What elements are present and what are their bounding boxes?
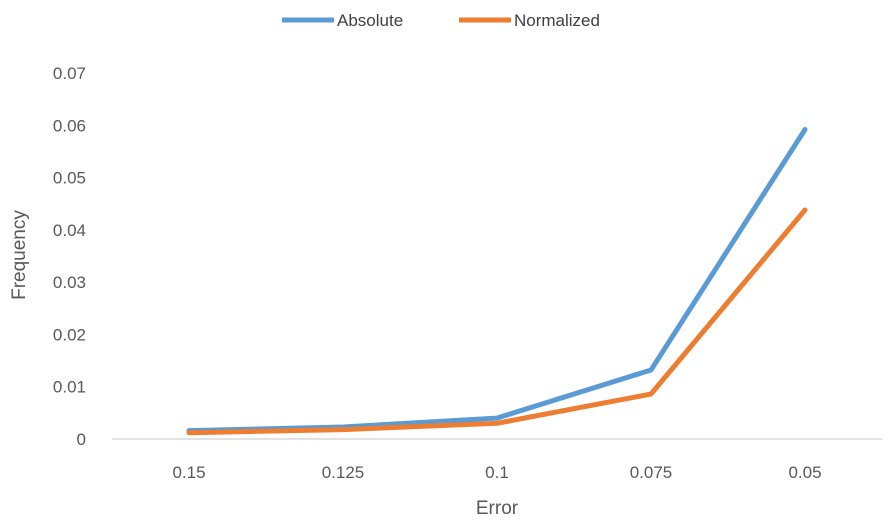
legend-label-absolute: Absolute	[337, 11, 403, 30]
legend: Absolute Normalized	[282, 11, 600, 30]
series-line-normalized	[186, 207, 808, 436]
y-tick-label: 0.01	[53, 378, 86, 397]
y-tick-label: 0.03	[53, 273, 86, 292]
x-tick-label: 0.05	[788, 463, 821, 482]
series-line-absolute	[186, 126, 808, 434]
x-axis-ticks: 0.15 0.125 0.1 0.075 0.05	[172, 463, 821, 482]
legend-label-normalized: Normalized	[514, 11, 600, 30]
series-lines	[186, 126, 808, 436]
x-tick-label: 0.15	[172, 463, 205, 482]
x-tick-label: 0.1	[485, 463, 509, 482]
y-axis-title: Frequency	[9, 210, 30, 300]
y-axis-ticks: 0 0.01 0.02 0.03 0.04 0.05 0.06 0.07	[53, 64, 86, 449]
y-tick-label: 0.06	[53, 116, 86, 135]
y-tick-label: 0.05	[53, 169, 86, 188]
x-tick-label: 0.075	[630, 463, 673, 482]
y-tick-label: 0.04	[53, 221, 86, 240]
x-axis-title: Error	[476, 498, 519, 519]
y-tick-label: 0.02	[53, 325, 86, 344]
y-tick-label: 0	[77, 430, 86, 449]
x-tick-label: 0.125	[322, 463, 365, 482]
y-tick-label: 0.07	[53, 64, 86, 83]
